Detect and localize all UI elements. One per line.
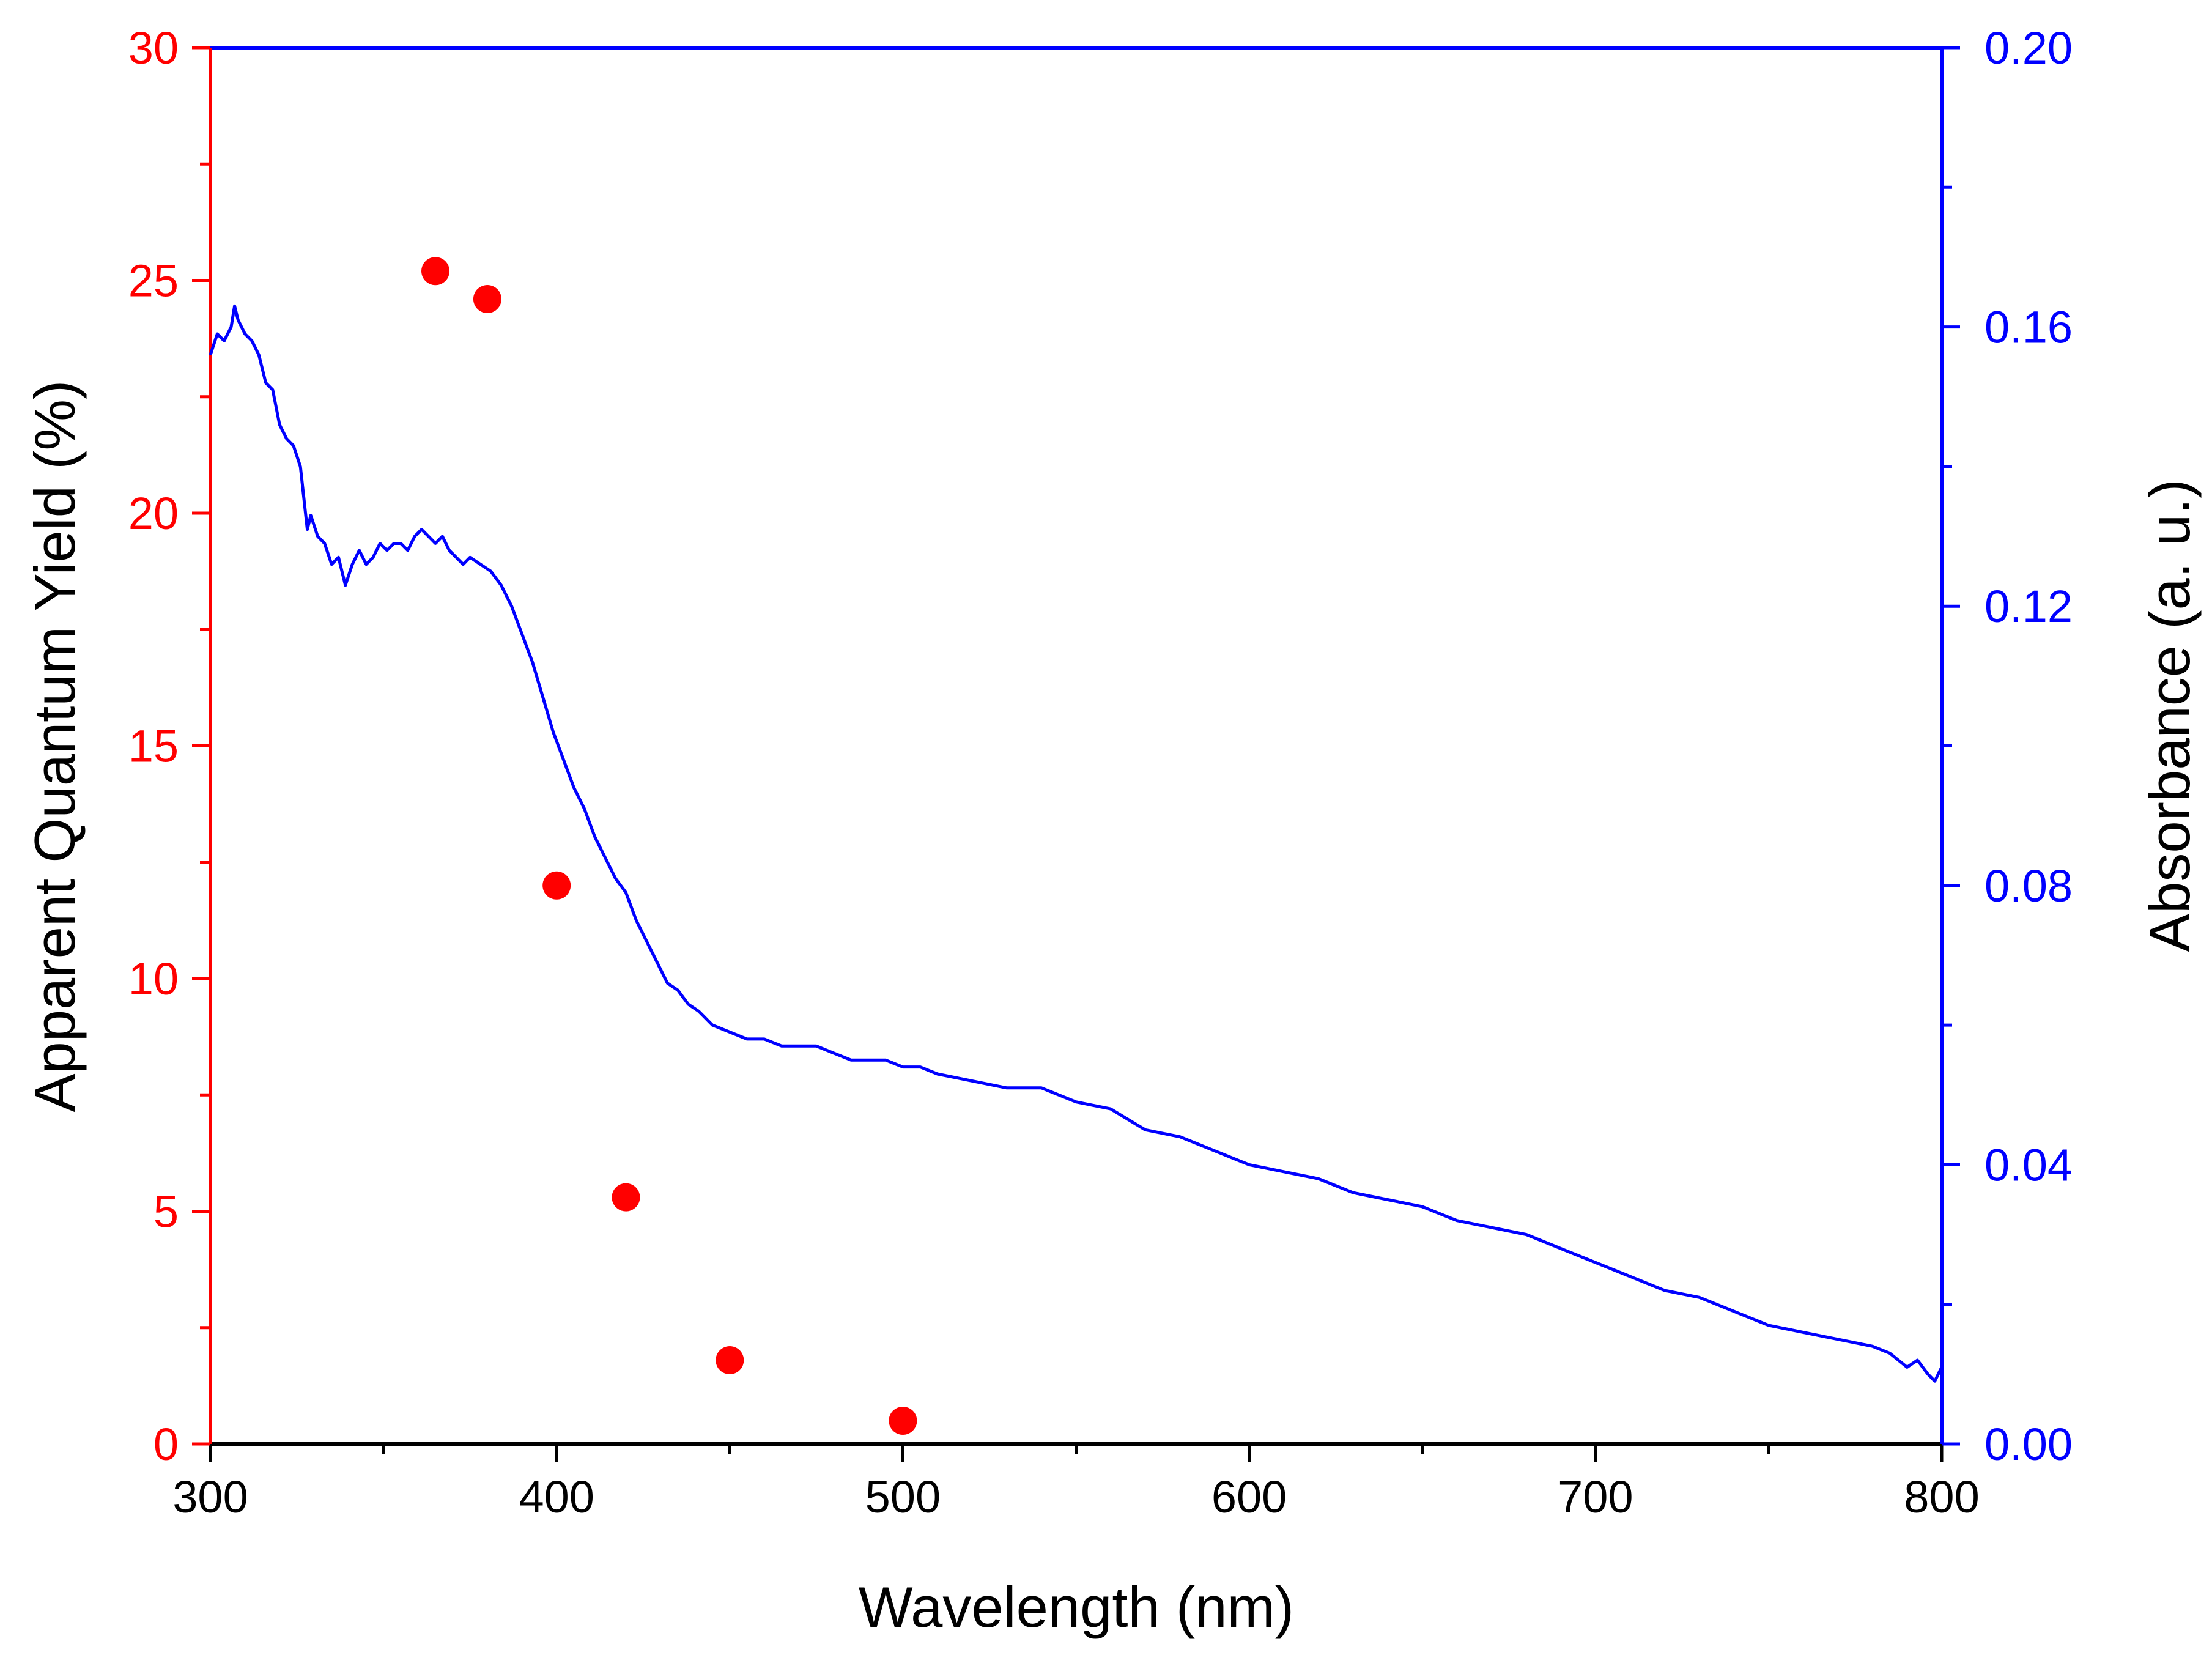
quantum-yield-point [542, 871, 571, 900]
right-y-tick-label: 0.12 [1985, 581, 2073, 632]
x-axis-title: Wavelength (nm) [859, 1575, 1294, 1639]
left-y-tick-label: 30 [128, 23, 179, 73]
x-tick-label: 500 [865, 1472, 941, 1522]
quantum-yield-point [889, 1406, 917, 1435]
right-y-axis-title: Absorbance (a. u.) [2137, 479, 2202, 952]
quantum-yield-point [716, 1346, 744, 1375]
quantum-yield-points [421, 257, 917, 1435]
left-y-axis-title: Apparent Quantum Yield (%) [23, 380, 87, 1113]
right-y-tick-label: 0.08 [1985, 861, 2073, 911]
right-y-tick-label: 0.04 [1985, 1139, 2073, 1190]
x-tick-label: 800 [1904, 1472, 1979, 1522]
right-y-tick-label: 0.16 [1985, 302, 2073, 353]
x-tick-label: 700 [1558, 1472, 1633, 1522]
left-y-tick-label: 10 [128, 953, 179, 1004]
quantum-yield-point [473, 284, 501, 313]
right-y-tick-label: 0.00 [1985, 1419, 2073, 1470]
x-axis-ticks: 300 400 500 600 700 800 [172, 1444, 1980, 1522]
x-tick-label: 600 [1211, 1472, 1287, 1522]
left-y-tick-label: 0 [154, 1419, 179, 1470]
x-tick-label: 400 [519, 1472, 594, 1522]
left-y-tick-label: 25 [128, 256, 179, 306]
left-y-tick-label: 20 [128, 488, 179, 539]
right-y-tick-label: 0.20 [1985, 23, 2073, 73]
left-y-tick-label: 15 [128, 721, 179, 772]
quantum-yield-point [421, 257, 450, 286]
x-tick-label: 300 [172, 1472, 248, 1522]
left-y-tick-label: 5 [154, 1187, 179, 1237]
quantum-yield-point [612, 1183, 640, 1212]
absorbance-line [209, 304, 1944, 1383]
right-y-axis-ticks: 0.00 0.04 0.08 0.12 0.16 0.20 [1942, 23, 2073, 1470]
left-y-axis-ticks: 0 5 10 15 20 25 30 [128, 23, 210, 1470]
